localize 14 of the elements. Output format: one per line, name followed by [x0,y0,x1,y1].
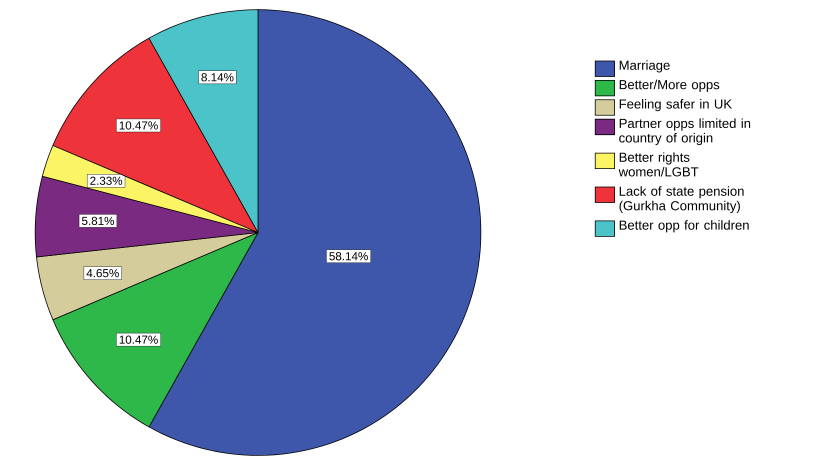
legend-label: Better opp for children [620,220,749,232]
legend-label: Partner opps limited in country of origin [619,118,750,146]
data-label: 58.14% [329,252,368,260]
data-label: 5.81% [82,216,114,225]
data-label: 2.33% [90,176,122,185]
data-label: 8.14% [201,73,234,82]
data-label: 10.47% [120,121,158,130]
legend-label: Lack of state pension (Gurkha Community) [619,186,744,213]
legend-label: Feeling safer in UK [620,98,732,112]
legend-label: Marriage [620,60,670,72]
legend-label: Better/More opps [620,80,720,92]
legend-label: Better rights women/LGBT [618,152,698,176]
data-label: 10.47% [120,335,158,344]
data-label: 4.65% [86,268,119,278]
